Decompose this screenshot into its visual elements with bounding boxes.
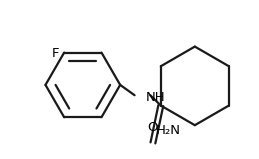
Text: H₂N: H₂N — [156, 124, 181, 137]
Text: NH: NH — [145, 91, 165, 104]
Text: O: O — [148, 121, 158, 134]
Text: F: F — [52, 47, 59, 60]
